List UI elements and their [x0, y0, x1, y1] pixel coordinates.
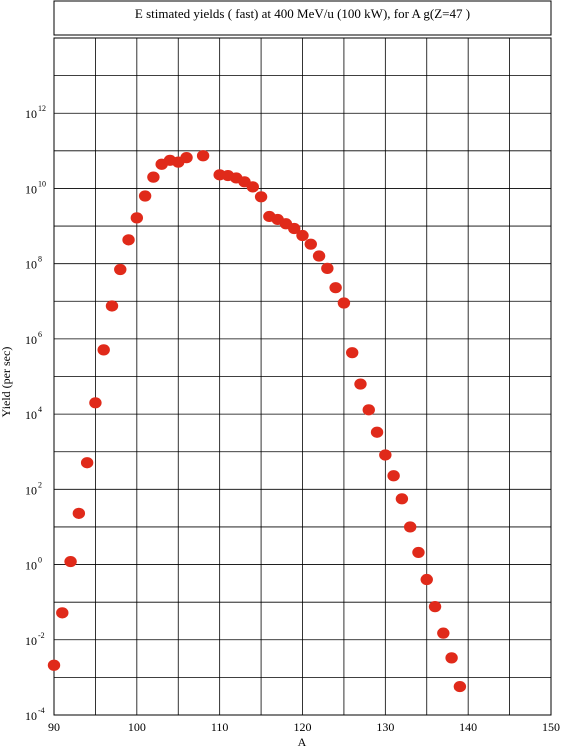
y-tick-exponent: 10 — [38, 179, 46, 188]
y-tick-base: 10 — [25, 258, 37, 272]
y-tick-base: 10 — [25, 483, 37, 497]
x-tick-label: 100 — [128, 720, 146, 734]
y-axis-label: Yield (per sec) — [0, 347, 13, 418]
y-tick-label: 10 12 — [25, 104, 46, 121]
data-point — [370, 426, 384, 438]
y-tick-label: 10 8 — [25, 255, 42, 272]
x-tick-labels: 90 100 110 120 130 140 150 — [48, 720, 560, 734]
data-point — [72, 507, 86, 519]
y-tick-exponent: 4 — [38, 405, 42, 414]
data-point — [346, 347, 359, 359]
data-point — [354, 378, 367, 390]
data-point — [445, 652, 458, 664]
data-point — [288, 222, 301, 235]
y-tick-exponent: 0 — [38, 556, 42, 565]
data-point — [89, 397, 102, 409]
y-tick-base: 10 — [25, 634, 37, 648]
data-point — [428, 601, 442, 613]
y-tick-exponent: -4 — [38, 706, 45, 715]
chart-title: E stimated yields ( fast) at 400 MeV/u (… — [135, 6, 470, 21]
y-tick-label: 10 -2 — [25, 631, 45, 648]
data-point — [114, 263, 127, 276]
y-tick-exponent: 2 — [38, 480, 42, 489]
data-point — [64, 555, 77, 568]
data-point — [138, 190, 152, 202]
title-box — [53, 0, 552, 36]
data-point — [437, 627, 450, 639]
data-point — [321, 262, 334, 274]
data-point — [47, 659, 61, 671]
data-point — [97, 344, 110, 356]
data-point — [453, 680, 467, 693]
y-tick-base: 10 — [25, 333, 37, 347]
plot-frame — [53, 37, 552, 716]
data-point — [362, 404, 375, 416]
data-point — [420, 573, 433, 586]
x-tick-label: 90 — [48, 720, 60, 734]
x-tick-label: 120 — [294, 720, 312, 734]
data-point — [296, 229, 309, 242]
y-tick-exponent: 6 — [38, 330, 42, 339]
data-point — [337, 297, 351, 309]
data-point — [147, 171, 160, 183]
y-tick-label: 10 2 — [25, 480, 42, 497]
data-point — [246, 181, 259, 193]
data-point — [56, 607, 69, 619]
x-axis-label: A — [298, 735, 307, 748]
y-tick-exponent: 8 — [38, 255, 42, 264]
y-tick-label: 10 0 — [25, 556, 42, 573]
data-point — [412, 546, 425, 559]
data-point — [80, 457, 94, 469]
data-point — [395, 493, 409, 505]
y-tick-label: 10 10 — [25, 179, 46, 196]
x-tick-label: 140 — [459, 720, 477, 734]
data-point — [254, 191, 268, 203]
y-tick-base: 10 — [25, 709, 37, 723]
grid-lines — [53, 37, 552, 716]
x-tick-label: 110 — [211, 720, 229, 734]
data-point — [105, 300, 119, 312]
data-point — [379, 449, 392, 461]
data-points — [47, 150, 467, 693]
y-tick-exponent: 12 — [38, 104, 46, 113]
y-tick-base: 10 — [25, 182, 37, 196]
data-point — [130, 212, 144, 224]
y-tick-label: 10 -4 — [25, 706, 45, 723]
y-tick-base: 10 — [25, 408, 37, 422]
x-tick-label: 130 — [376, 720, 394, 734]
data-point — [387, 470, 400, 482]
y-tick-base: 10 — [25, 559, 37, 573]
data-point — [180, 152, 193, 164]
data-point — [122, 234, 135, 246]
y-tick-base: 10 — [25, 107, 37, 121]
data-point — [196, 150, 210, 162]
data-point — [403, 521, 417, 533]
y-tick-label: 10 6 — [25, 330, 42, 347]
y-tick-exponent: -2 — [38, 631, 45, 640]
data-point — [329, 282, 342, 294]
x-tick-label: 150 — [542, 720, 560, 734]
y-tick-label: 10 4 — [25, 405, 42, 422]
data-point — [304, 238, 317, 250]
data-point — [312, 250, 326, 262]
